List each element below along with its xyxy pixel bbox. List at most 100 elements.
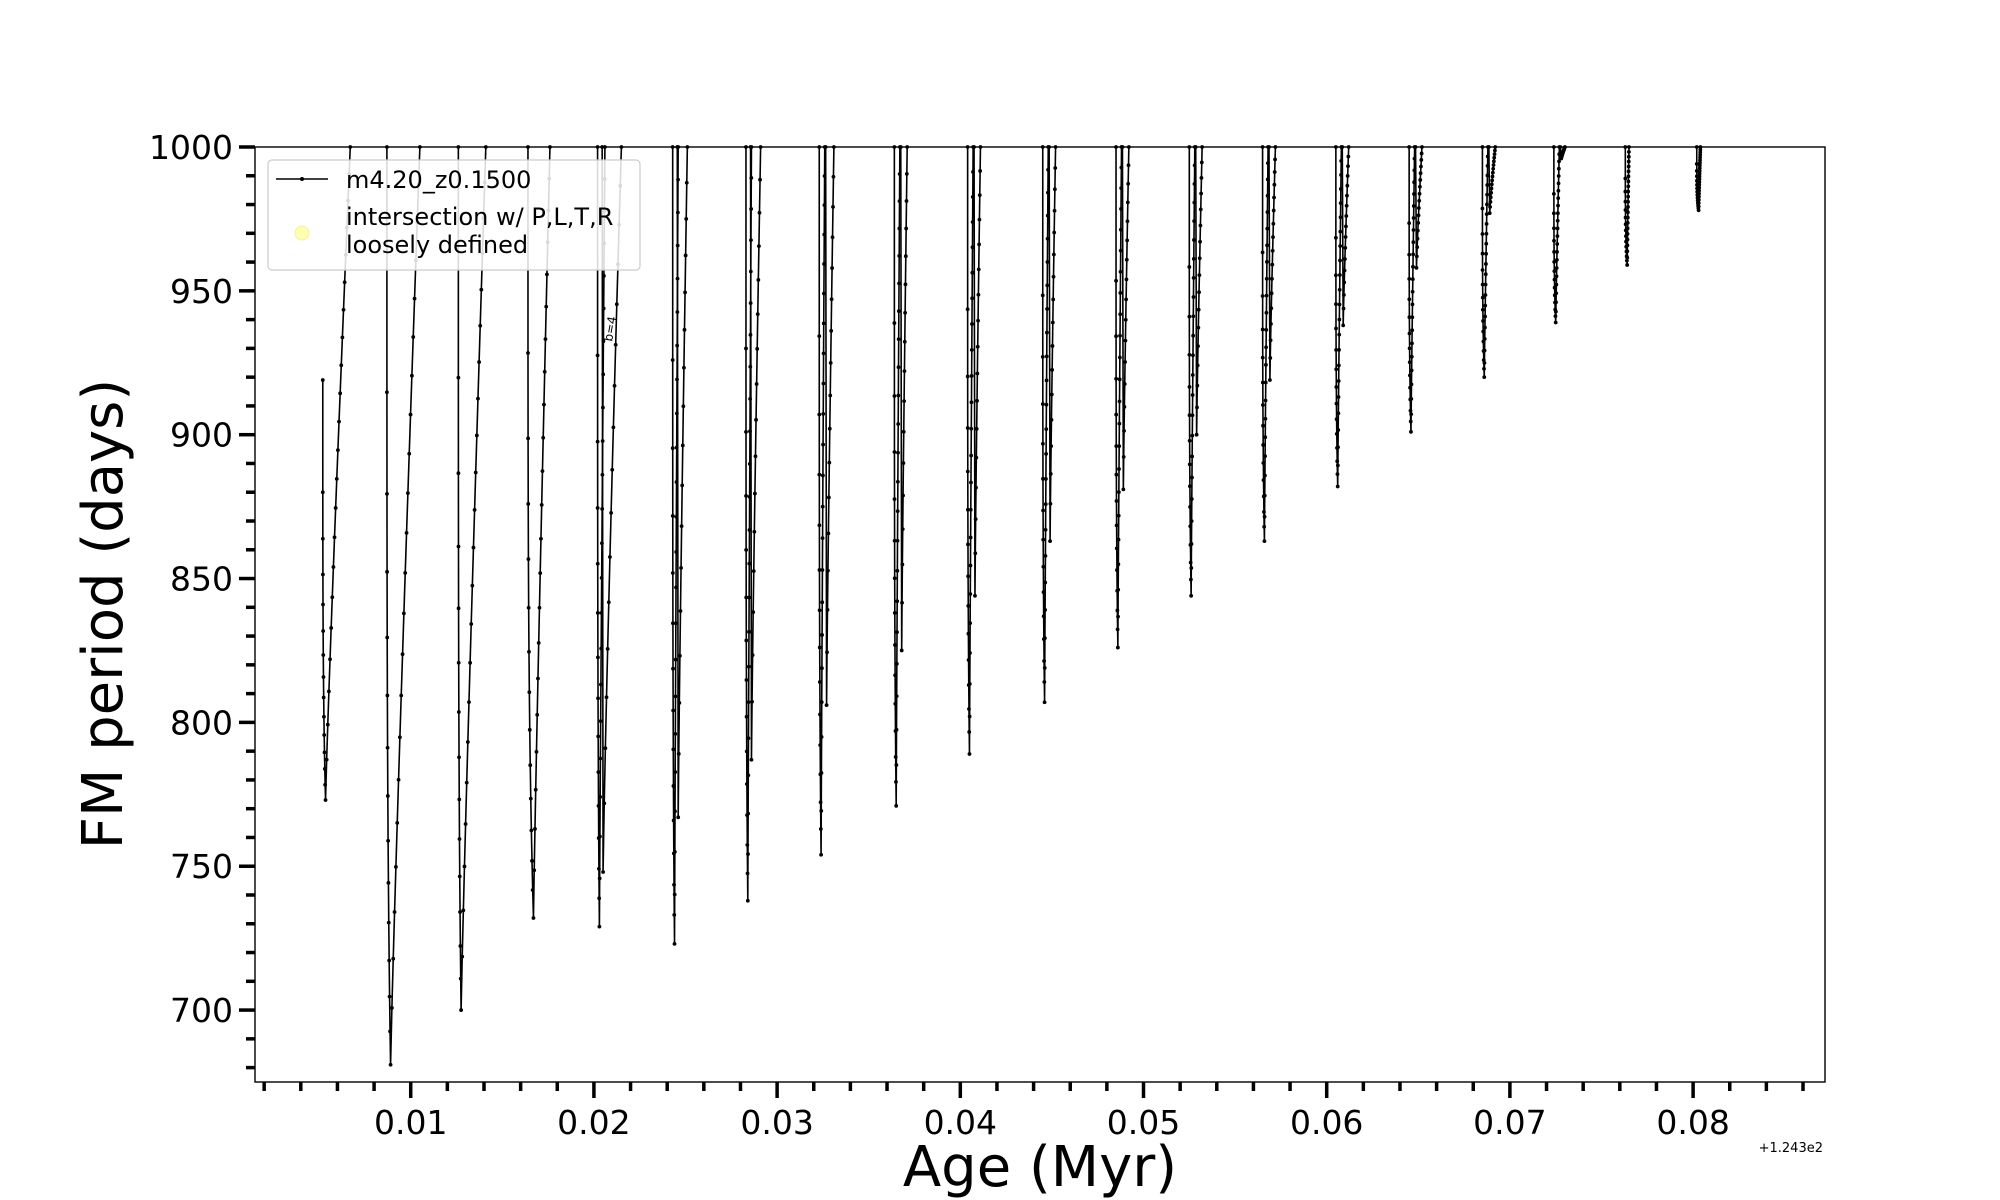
series-point bbox=[1040, 402, 1045, 406]
series-point bbox=[385, 569, 389, 574]
series-point bbox=[901, 429, 906, 434]
series-point bbox=[1344, 224, 1348, 229]
series-point bbox=[1484, 222, 1489, 226]
series-point bbox=[333, 506, 338, 510]
series-point bbox=[1488, 195, 1493, 200]
series-point bbox=[1409, 382, 1414, 387]
series-point bbox=[1271, 208, 1276, 213]
series-point bbox=[1417, 198, 1422, 203]
series-point bbox=[684, 180, 689, 185]
x-axis: 0.01 0.02 0.03 0.04 0.05 0.06 0.07 0.08 bbox=[262, 1082, 1805, 1142]
series-point bbox=[1051, 252, 1056, 257]
series-point bbox=[679, 566, 683, 570]
series-point bbox=[903, 310, 908, 315]
series-point bbox=[681, 404, 686, 409]
series-point bbox=[614, 302, 619, 307]
series-point bbox=[602, 801, 607, 806]
series-point bbox=[1260, 327, 1265, 332]
series-point bbox=[407, 451, 412, 456]
series-point bbox=[539, 502, 544, 507]
series-point bbox=[1271, 221, 1276, 226]
series-point bbox=[1125, 200, 1130, 205]
series-point bbox=[1050, 344, 1055, 348]
series-point bbox=[1118, 312, 1123, 317]
series-point bbox=[1480, 206, 1485, 211]
series-point bbox=[970, 322, 974, 326]
series-point bbox=[747, 629, 751, 634]
series-point bbox=[1191, 256, 1196, 261]
series-point bbox=[1117, 467, 1121, 471]
series-point bbox=[750, 653, 755, 658]
series-point bbox=[385, 491, 389, 496]
series-point bbox=[745, 782, 749, 786]
series-point bbox=[1697, 185, 1702, 190]
series-point bbox=[827, 460, 832, 465]
series-point bbox=[538, 571, 543, 576]
series-point bbox=[395, 820, 400, 825]
series-point bbox=[758, 177, 762, 182]
series-point bbox=[533, 827, 537, 831]
series-point bbox=[1344, 214, 1349, 218]
series-point bbox=[1044, 402, 1049, 407]
series-point bbox=[334, 476, 339, 481]
series-point bbox=[1555, 242, 1560, 246]
series-point bbox=[1040, 145, 1045, 149]
series-point bbox=[1625, 237, 1630, 242]
x-tick-label: 0.01 bbox=[374, 1103, 447, 1142]
series-line-tail bbox=[749, 146, 762, 760]
series-point bbox=[967, 730, 972, 734]
series-point bbox=[896, 393, 901, 398]
series-point bbox=[464, 780, 469, 785]
series-point bbox=[1114, 145, 1118, 149]
series-point bbox=[1053, 166, 1058, 170]
series-point bbox=[757, 210, 762, 215]
series-point bbox=[1116, 537, 1121, 542]
series-point bbox=[1124, 257, 1129, 262]
series-point bbox=[1114, 278, 1118, 283]
series-point bbox=[601, 870, 605, 874]
series-point bbox=[1261, 423, 1265, 428]
series-point bbox=[755, 346, 760, 351]
series-point bbox=[1117, 421, 1122, 426]
series-point bbox=[756, 278, 761, 282]
series-point bbox=[1556, 181, 1561, 186]
series-point bbox=[1045, 260, 1050, 264]
series-point bbox=[1343, 235, 1348, 239]
series-point bbox=[1554, 266, 1559, 270]
series-point bbox=[1341, 323, 1346, 328]
series-point bbox=[1338, 258, 1342, 263]
series-point bbox=[1114, 523, 1119, 528]
series-point bbox=[754, 382, 759, 386]
series-point bbox=[1556, 203, 1560, 208]
series-point bbox=[460, 954, 465, 959]
series-point bbox=[1696, 208, 1701, 213]
series-point bbox=[1416, 220, 1421, 225]
series-point bbox=[1697, 191, 1701, 196]
series-point bbox=[1187, 145, 1192, 149]
series-point bbox=[1189, 519, 1194, 524]
series-point bbox=[896, 309, 901, 314]
series-point bbox=[1190, 413, 1195, 418]
series-point bbox=[1267, 145, 1271, 149]
series-point bbox=[596, 770, 601, 775]
series-point bbox=[1272, 182, 1277, 187]
series-point bbox=[542, 402, 546, 407]
series-point bbox=[1188, 560, 1193, 565]
series-point bbox=[411, 335, 416, 339]
series-point bbox=[1116, 587, 1121, 592]
series-point bbox=[1490, 174, 1495, 179]
series-point bbox=[1116, 562, 1121, 567]
series-point bbox=[752, 529, 757, 534]
series-point bbox=[1408, 385, 1412, 390]
series-point bbox=[1272, 170, 1277, 174]
annotation-label: b=4 bbox=[601, 315, 619, 342]
series-point bbox=[1052, 230, 1057, 235]
series-point bbox=[1114, 546, 1119, 551]
series-point bbox=[1195, 405, 1199, 410]
y-tick-label: 850 bbox=[170, 560, 233, 599]
series-point bbox=[1261, 443, 1266, 447]
series-point bbox=[1626, 164, 1631, 169]
series-point bbox=[683, 253, 688, 258]
series-point bbox=[895, 538, 900, 543]
